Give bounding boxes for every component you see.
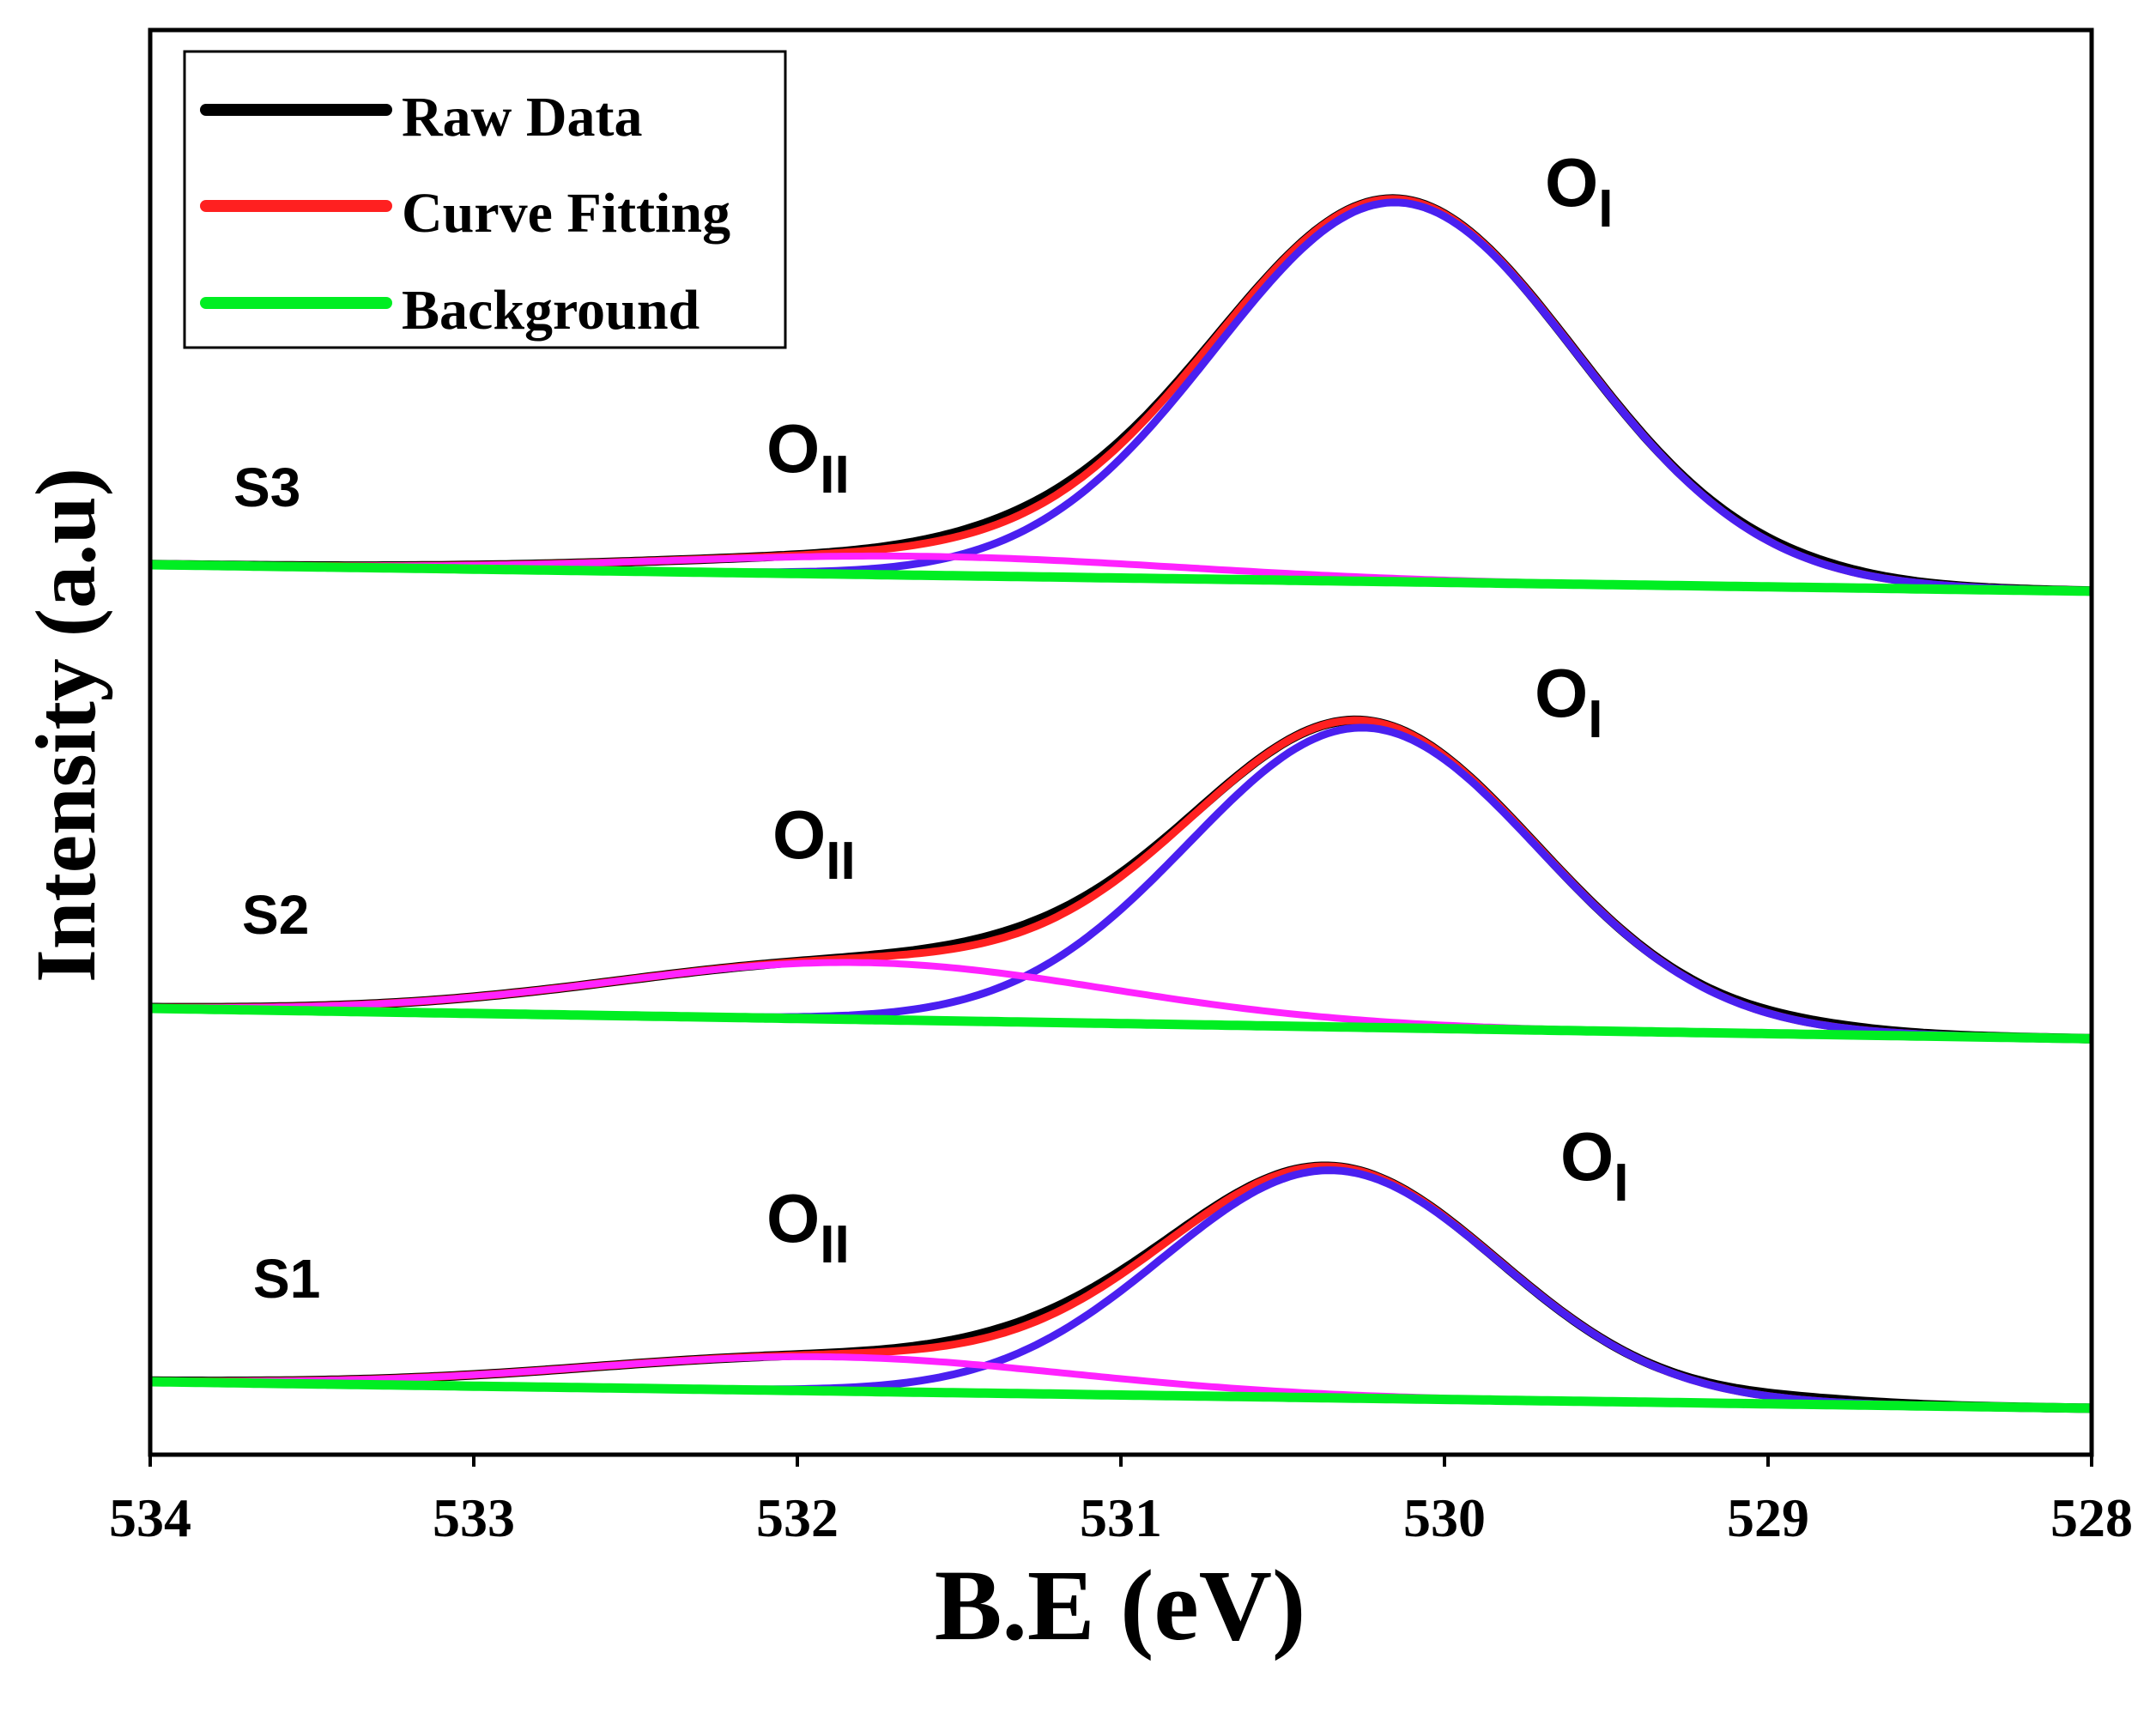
x-tick-label: 531 <box>1080 1487 1162 1548</box>
peak-label-sub: I <box>1588 690 1602 749</box>
peak-label-oii-s1: OII <box>766 1180 850 1274</box>
y-axis-title: Intensity (a.u) <box>18 468 113 983</box>
svg-text:OI: OI <box>1560 1118 1628 1213</box>
series-background <box>149 1003 2092 1044</box>
curve-layer <box>149 194 2092 1413</box>
legend: Raw Data Curve Fitting Background <box>183 50 787 349</box>
peak-label-main: O <box>1535 655 1588 731</box>
peak-label-sub: II <box>820 445 849 505</box>
svg-text:OI: OI <box>1545 144 1613 239</box>
x-tick-label: 529 <box>1727 1487 1809 1548</box>
sample-label-s1: S1 <box>253 1248 320 1310</box>
sample-label-s2: S2 <box>242 884 309 946</box>
peak-label-oii-s2: OII <box>772 796 856 891</box>
peak-label-oi-s3: OI <box>1545 144 1613 239</box>
x-axis-ticks: 534 533 532 531 530 529 528 <box>109 1455 2133 1548</box>
legend-label-raw: Raw Data <box>402 86 642 148</box>
peak-label-sub: I <box>1614 1153 1628 1213</box>
x-axis-title: B.E (eV) <box>935 1549 1306 1661</box>
panel-s2 <box>149 715 2092 1044</box>
peak-label-oii-s3: OII <box>766 410 850 505</box>
series-background <box>149 560 2092 596</box>
peak-label-main: O <box>772 796 826 873</box>
peak-label-main: O <box>1560 1118 1614 1195</box>
sample-label-s3: S3 <box>233 457 300 518</box>
legend-label-background: Background <box>402 279 699 342</box>
svg-text:OI: OI <box>1535 655 1602 749</box>
legend-label-fit: Curve Fitting <box>402 182 730 245</box>
x-tick-label: 528 <box>2050 1487 2133 1548</box>
peak-label-oi-s2: OI <box>1535 655 1602 749</box>
peak-label-main: O <box>766 410 820 487</box>
panel-s1 <box>149 1161 2092 1413</box>
svg-text:OII: OII <box>772 796 856 891</box>
peak-label-oi-s1: OI <box>1560 1118 1628 1213</box>
peak-label-sub: II <box>826 832 855 891</box>
peak-label-main: O <box>1545 144 1598 221</box>
peak-label-sub: II <box>820 1215 849 1274</box>
svg-text:OII: OII <box>766 410 850 505</box>
svg-text:OII: OII <box>766 1180 850 1274</box>
x-tick-label: 533 <box>433 1487 515 1548</box>
peak-label-main: O <box>766 1180 820 1256</box>
series-background <box>149 1377 2092 1413</box>
x-tick-label: 532 <box>756 1487 839 1548</box>
x-tick-label: 534 <box>109 1487 191 1548</box>
peak-label-sub: I <box>1598 179 1613 239</box>
x-tick-label: 530 <box>1403 1487 1486 1548</box>
panel-s3 <box>149 194 2092 596</box>
